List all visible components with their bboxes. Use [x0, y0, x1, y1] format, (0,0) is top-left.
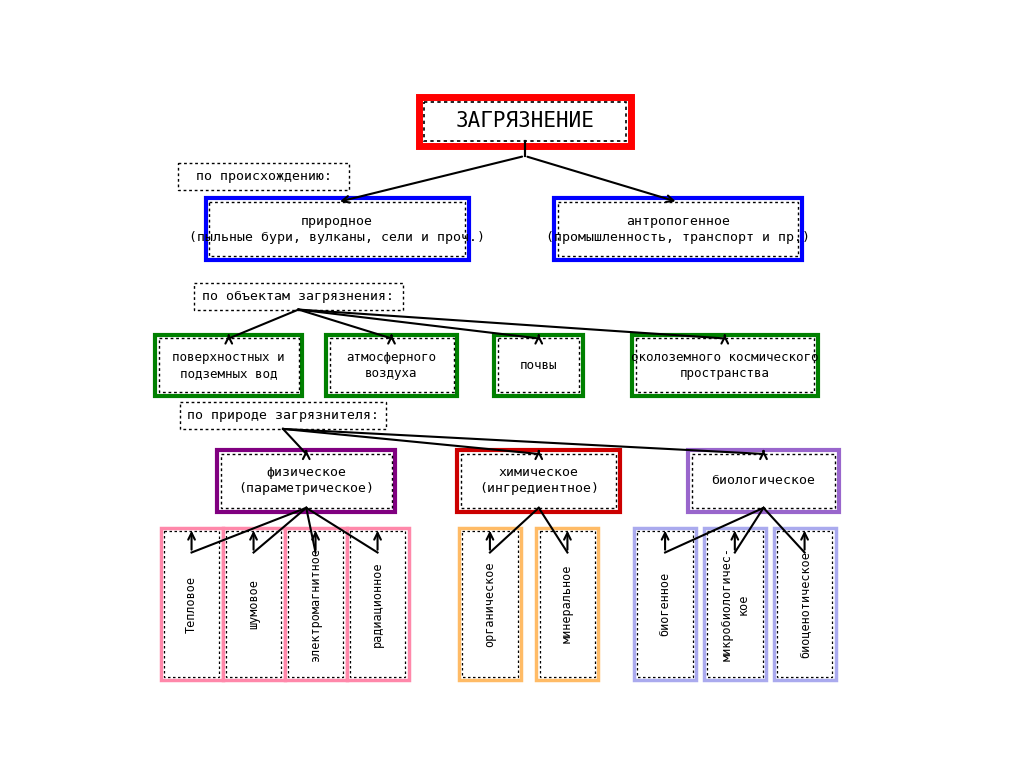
FancyBboxPatch shape	[161, 528, 222, 680]
Text: минеральное: минеральное	[561, 565, 573, 644]
FancyBboxPatch shape	[773, 528, 836, 680]
Text: биологическое: биологическое	[712, 475, 815, 487]
Text: Тепловое: Тепловое	[185, 575, 198, 633]
Text: химическое
(ингредиентное): химическое (ингредиентное)	[479, 466, 599, 495]
Text: по природе загрязнителя:: по природе загрязнителя:	[187, 409, 379, 422]
Text: физическое
(параметрическое): физическое (параметрическое)	[239, 466, 374, 495]
FancyBboxPatch shape	[458, 450, 621, 512]
Text: по объектам загрязнения:: по объектам загрязнения:	[203, 290, 394, 303]
FancyBboxPatch shape	[206, 199, 469, 260]
Text: поверхностных и
подземных вод: поверхностных и подземных вод	[172, 351, 285, 380]
Text: электромагнитное: электромагнитное	[309, 547, 323, 661]
Text: по происхождению:: по происхождению:	[196, 170, 332, 183]
FancyBboxPatch shape	[537, 528, 598, 680]
Text: шумовое: шумовое	[247, 579, 260, 629]
Text: природное
(пыльные бури, вулканы, сели и проч.): природное (пыльные бури, вулканы, сели и…	[189, 215, 485, 244]
FancyBboxPatch shape	[222, 528, 285, 680]
Text: органическое: органическое	[483, 561, 497, 647]
FancyBboxPatch shape	[459, 528, 521, 680]
FancyBboxPatch shape	[155, 334, 302, 397]
FancyBboxPatch shape	[703, 528, 766, 680]
Text: антропогенное
(промышленность, транспорт и пр.): антропогенное (промышленность, транспорт…	[546, 215, 810, 244]
Text: околоземного космического
пространства: околоземного космического пространства	[631, 351, 818, 380]
FancyBboxPatch shape	[285, 528, 346, 680]
Text: радиационное: радиационное	[371, 561, 384, 647]
Text: микробиологичес-
кое: микробиологичес- кое	[720, 547, 750, 661]
FancyBboxPatch shape	[688, 450, 839, 512]
FancyBboxPatch shape	[495, 334, 584, 397]
FancyBboxPatch shape	[326, 334, 458, 397]
Text: атмосферного
воздуха: атмосферного воздуха	[346, 351, 436, 380]
FancyBboxPatch shape	[419, 97, 631, 146]
FancyBboxPatch shape	[346, 528, 409, 680]
FancyBboxPatch shape	[217, 450, 395, 512]
FancyBboxPatch shape	[632, 334, 818, 397]
Text: ЗАГРЯЗНЕНИЕ: ЗАГРЯЗНЕНИЕ	[456, 111, 594, 131]
Text: почвы: почвы	[520, 359, 557, 372]
Text: биогенное: биогенное	[658, 572, 672, 636]
FancyBboxPatch shape	[554, 199, 802, 260]
FancyBboxPatch shape	[634, 528, 696, 680]
Text: биоценотическое: биоценотическое	[798, 551, 811, 657]
